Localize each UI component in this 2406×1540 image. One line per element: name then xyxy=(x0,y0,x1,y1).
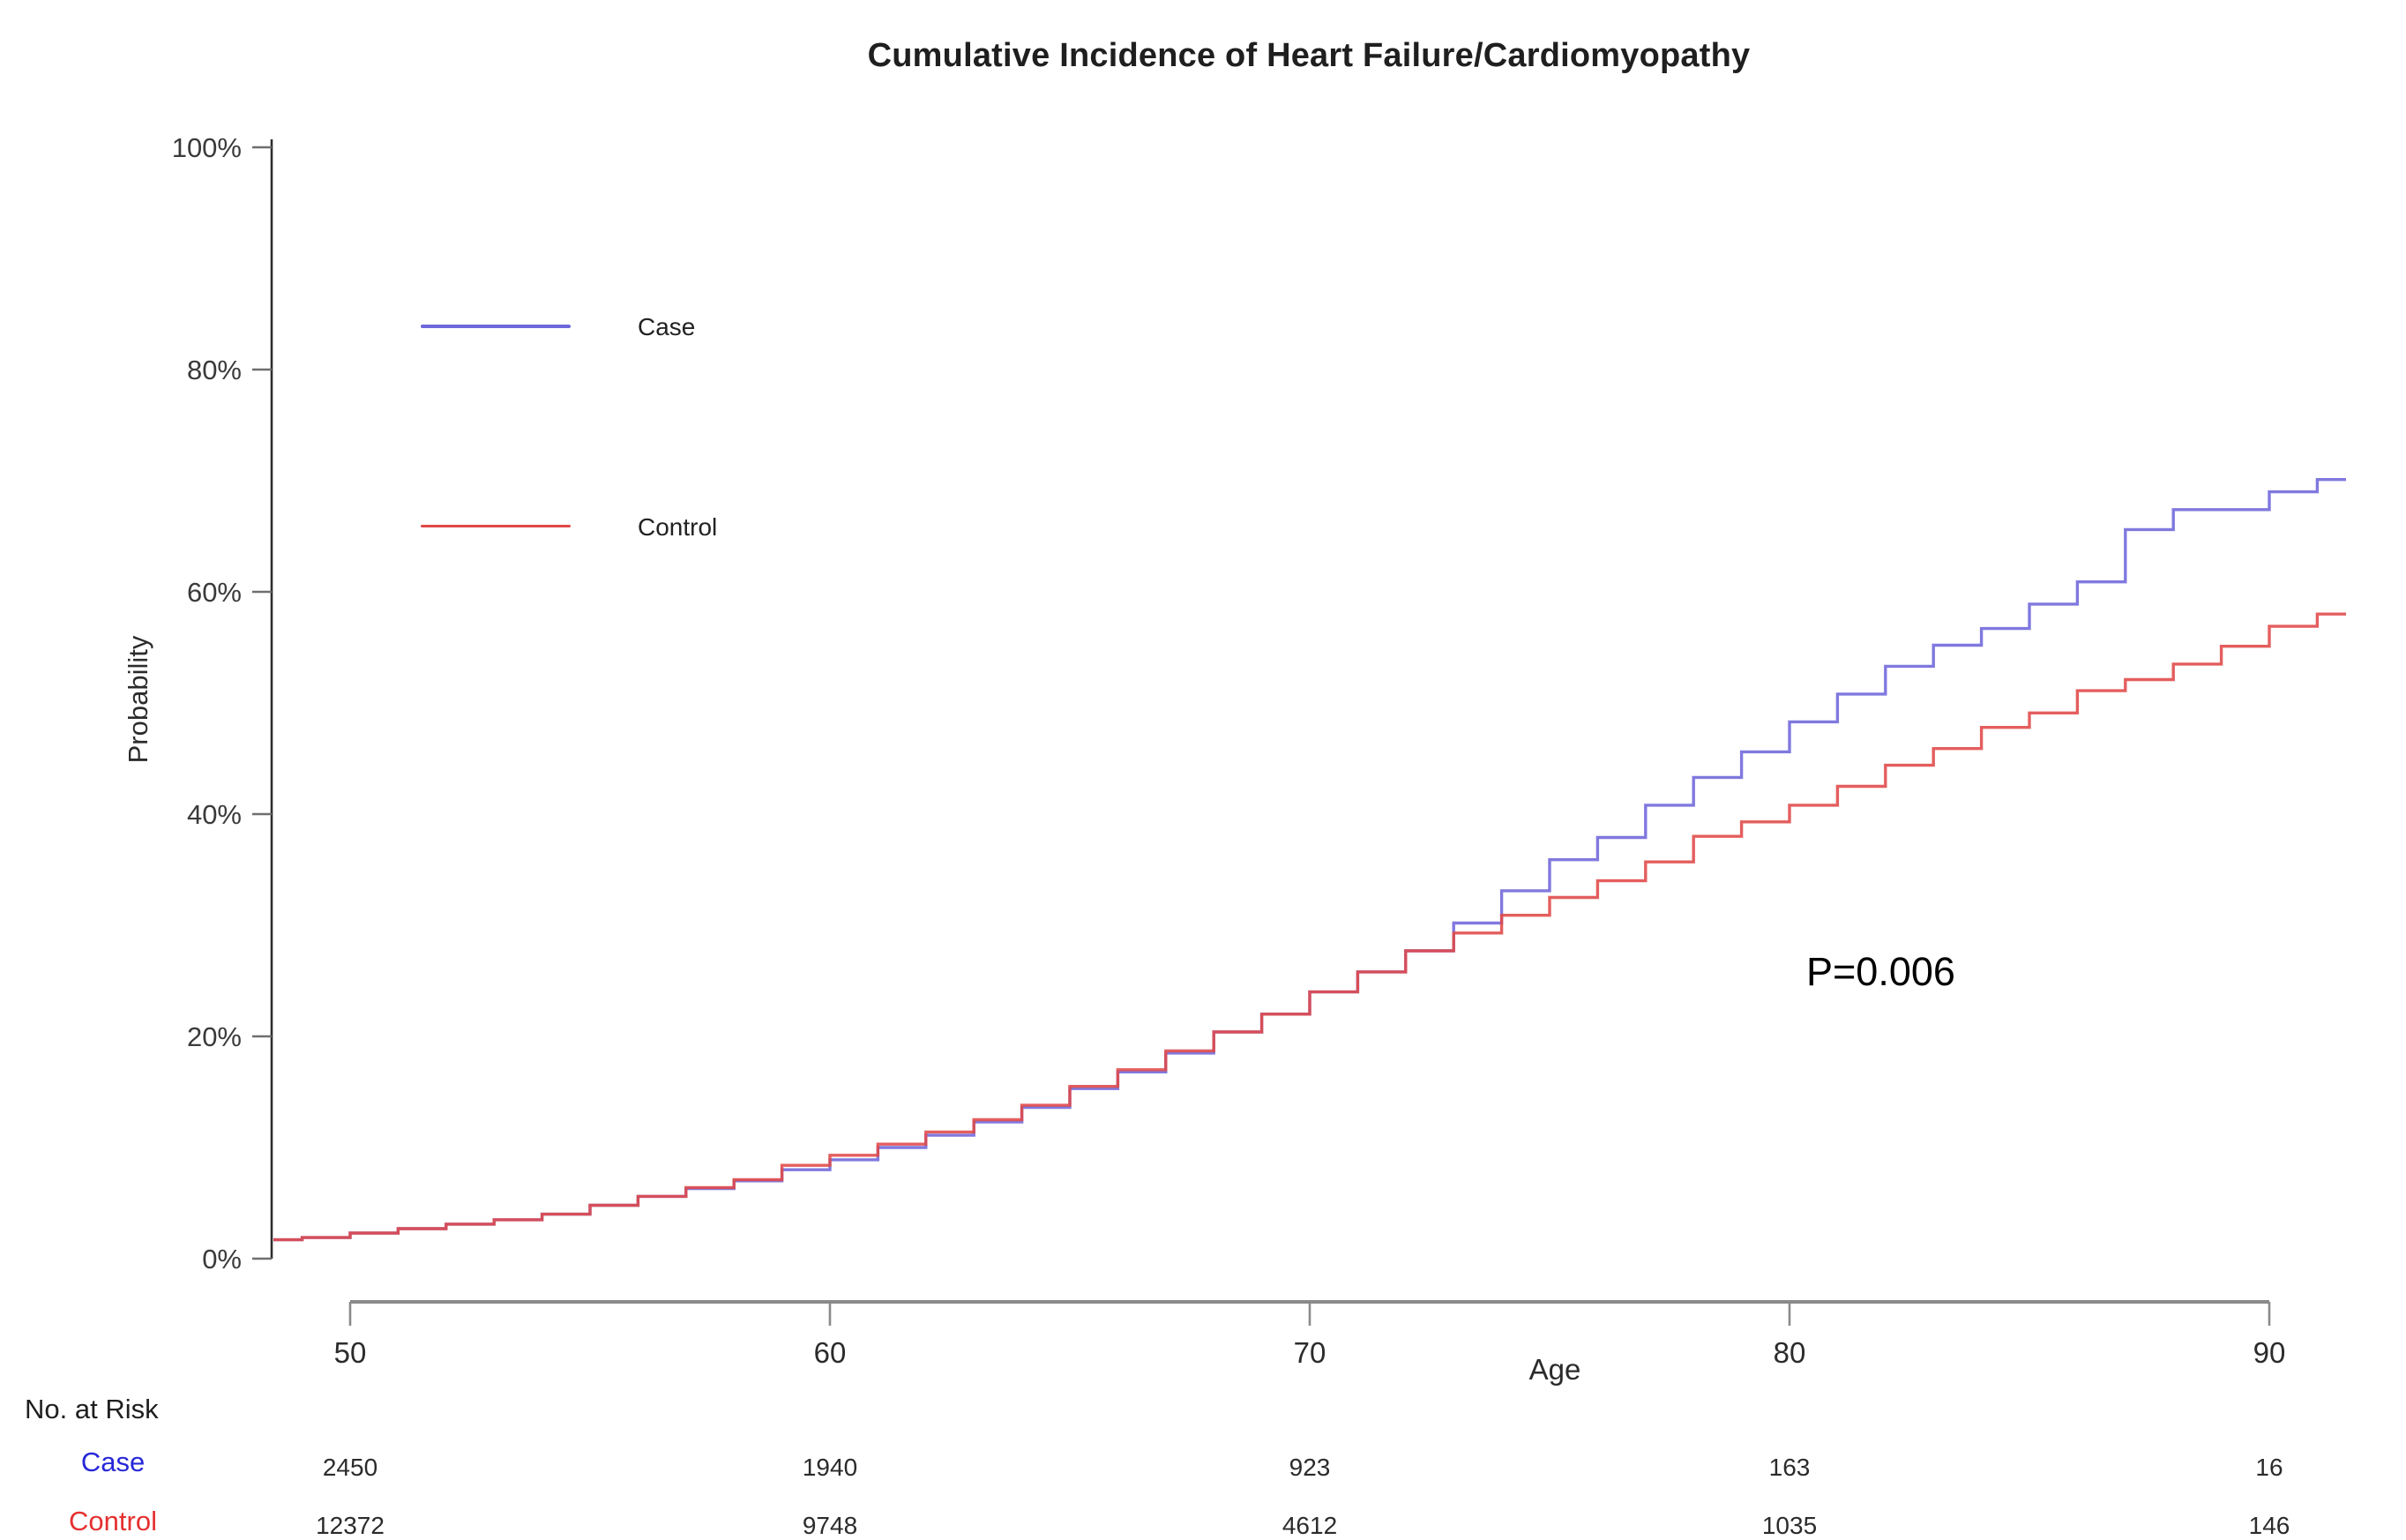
x-tick-label: 60 xyxy=(814,1336,847,1369)
y-axis-title: Probability xyxy=(123,635,153,764)
risk-count-case-age70: 923 xyxy=(1289,1454,1331,1481)
legend-case-line xyxy=(421,325,571,328)
y-tick-label: 0% xyxy=(202,1244,242,1275)
risk-count-case-age50: 2450 xyxy=(322,1454,378,1481)
legend-control-label: Control xyxy=(638,513,718,541)
x-axis-title: Age xyxy=(1528,1353,1581,1386)
series-case-curve xyxy=(273,478,2346,1242)
x-tick-label: 80 xyxy=(1774,1336,1806,1369)
p-value-annotation: P=0.006 xyxy=(1806,949,1955,994)
x-tick-label: 90 xyxy=(2253,1336,2286,1369)
y-tick-label: 100% xyxy=(172,132,242,163)
risk-count-control-age80: 1035 xyxy=(1761,1512,1818,1539)
y-tick-label: 60% xyxy=(187,577,242,608)
y-tick-label: 20% xyxy=(187,1021,242,1052)
risk-row-label-case: Case xyxy=(80,1447,146,1477)
y-tick-label: 40% xyxy=(187,799,242,830)
risk-count-case-age80: 163 xyxy=(1768,1454,1811,1481)
risk-count-control-age60: 9748 xyxy=(802,1512,858,1539)
x-tick-label: 50 xyxy=(334,1336,367,1369)
series-control-curve xyxy=(273,612,2346,1242)
chart-title: Cumulative Incidence of Heart Failure/Ca… xyxy=(867,37,1751,74)
y-tick-label: 80% xyxy=(187,355,242,385)
risk-count-control-age70: 4612 xyxy=(1281,1512,1338,1539)
risk-row-label-control: Control xyxy=(69,1506,157,1536)
risk-count-case-age60: 1940 xyxy=(802,1454,858,1481)
legend-case-label: Case xyxy=(638,313,696,340)
risk-count-control-age50: 12372 xyxy=(316,1512,385,1539)
risk-count-control-age90: 146 xyxy=(2248,1512,2290,1539)
risk-count-case-age90: 16 xyxy=(2255,1454,2283,1481)
risk-table-header: No. at Risk xyxy=(25,1394,159,1424)
legend-control-line xyxy=(421,525,571,527)
x-tick-label: 70 xyxy=(1294,1336,1326,1369)
